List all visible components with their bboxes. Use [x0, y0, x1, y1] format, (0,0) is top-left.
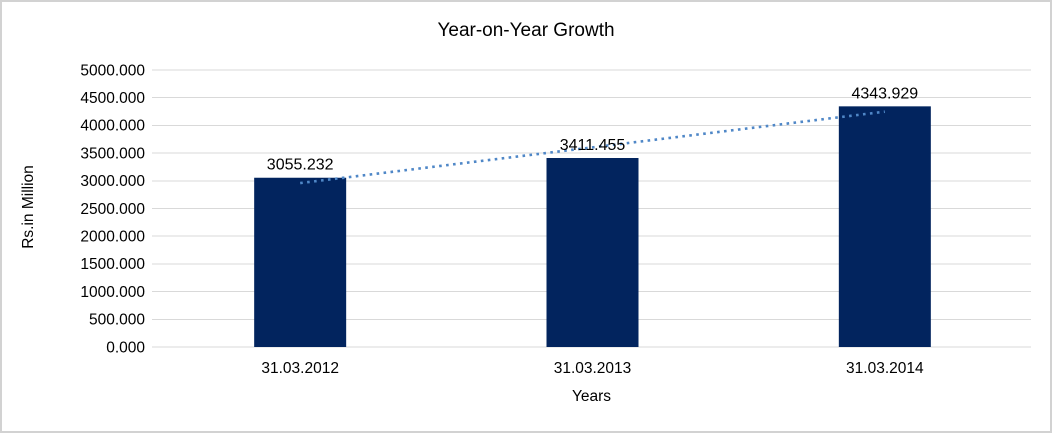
bar: [254, 177, 347, 347]
y-tick-label: 1500.000: [80, 256, 145, 273]
y-tick-label: 5000.000: [80, 62, 145, 79]
bar-value-label: 3055.232: [267, 157, 334, 174]
y-tick-label: 3500.000: [80, 145, 145, 162]
bar-value-label: 4343.929: [851, 85, 918, 102]
bar: [838, 106, 931, 347]
x-tick-label: 31.03.2013: [554, 360, 632, 377]
y-tick-label: 0.000: [106, 339, 145, 356]
chart-title: Year-on-Year Growth: [437, 20, 615, 41]
y-tick-label: 4000.000: [80, 118, 145, 135]
y-tick-label: 2500.000: [80, 201, 145, 218]
y-tick-label: 2000.000: [80, 229, 145, 246]
bar: [546, 158, 639, 347]
y-tick-label: 4500.000: [80, 90, 145, 107]
x-axis-title: Years: [571, 388, 612, 405]
bar-value-label: 3411.455: [560, 137, 626, 154]
trendline: [300, 110, 885, 185]
y-tick-label: 3000.000: [80, 173, 145, 190]
x-tick-label: 31.03.2012: [261, 360, 339, 377]
y-tick-label: 1000.000: [80, 284, 145, 301]
y-tick-label: 500.000: [89, 312, 145, 329]
x-tick-label: 31.03.2014: [846, 360, 924, 377]
